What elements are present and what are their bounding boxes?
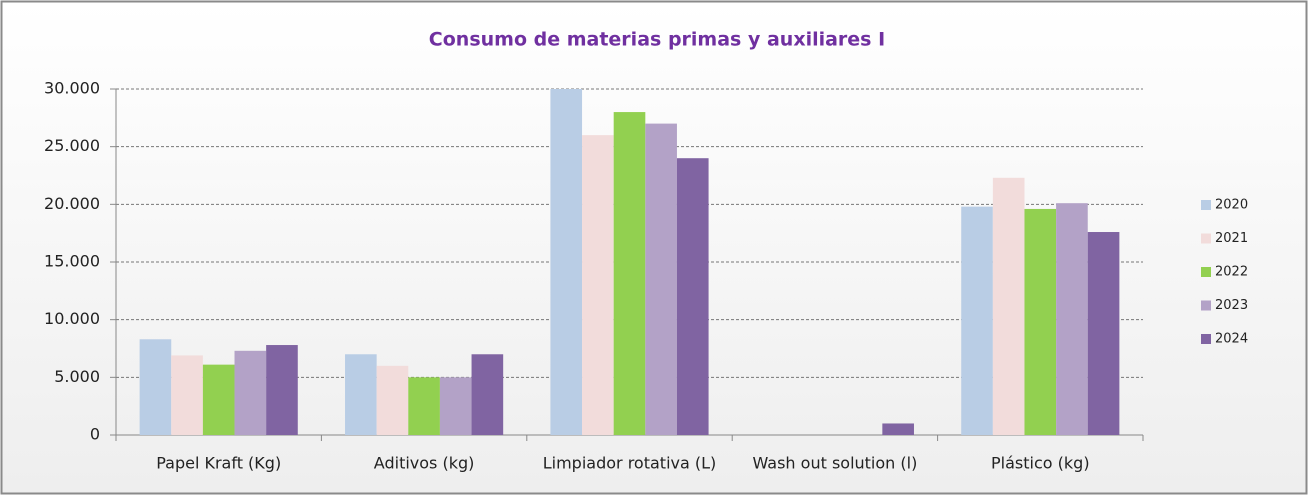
legend-label: 2023 — [1215, 298, 1248, 313]
x-tick-label: Wash out solution (l) — [752, 454, 917, 473]
bar — [139, 339, 172, 435]
bar — [202, 364, 235, 435]
x-tick-label: Limpiador rotativa (L) — [543, 454, 717, 473]
bar — [550, 89, 583, 435]
bar — [345, 354, 377, 435]
legend-label: 2021 — [1215, 231, 1248, 246]
chart-title: Consumo de materias primas y auxiliares … — [429, 29, 885, 51]
bar — [1087, 232, 1120, 435]
bar — [266, 345, 298, 435]
legend-swatch — [1201, 200, 1211, 210]
bar — [613, 112, 646, 436]
x-tick-label: Aditivos (kg) — [374, 454, 475, 473]
y-tick-label: 25.000 — [44, 136, 100, 155]
legend-swatch — [1201, 233, 1211, 244]
y-tick-label: 10.000 — [44, 309, 100, 328]
bar — [961, 206, 993, 435]
legend-swatch — [1201, 300, 1211, 311]
bar — [439, 377, 472, 435]
x-tick-label: Plástico (kg) — [991, 454, 1090, 473]
bar — [992, 177, 1025, 435]
y-tick-label: 30.000 — [44, 79, 100, 98]
legend-swatch — [1201, 267, 1211, 277]
y-tick-label: 15.000 — [44, 252, 100, 271]
bar — [171, 355, 203, 435]
bar — [234, 350, 267, 435]
bar — [408, 377, 440, 435]
y-tick-label: 20.000 — [44, 194, 100, 213]
bar — [376, 365, 409, 435]
y-tick-label: 5.000 — [54, 367, 100, 386]
legend-swatch — [1201, 334, 1211, 344]
legend-label: 2022 — [1215, 265, 1248, 280]
legend-label: 2020 — [1215, 198, 1248, 213]
bar — [471, 354, 504, 435]
bar — [1024, 208, 1057, 435]
bar — [882, 423, 914, 435]
y-tick-label: 0 — [90, 425, 100, 444]
x-tick-label: Papel Kraft (Kg) — [156, 454, 281, 473]
bar — [1056, 203, 1088, 435]
bar — [582, 135, 614, 435]
bar — [645, 123, 677, 435]
legend-label: 2024 — [1215, 332, 1248, 347]
bar — [676, 158, 709, 435]
